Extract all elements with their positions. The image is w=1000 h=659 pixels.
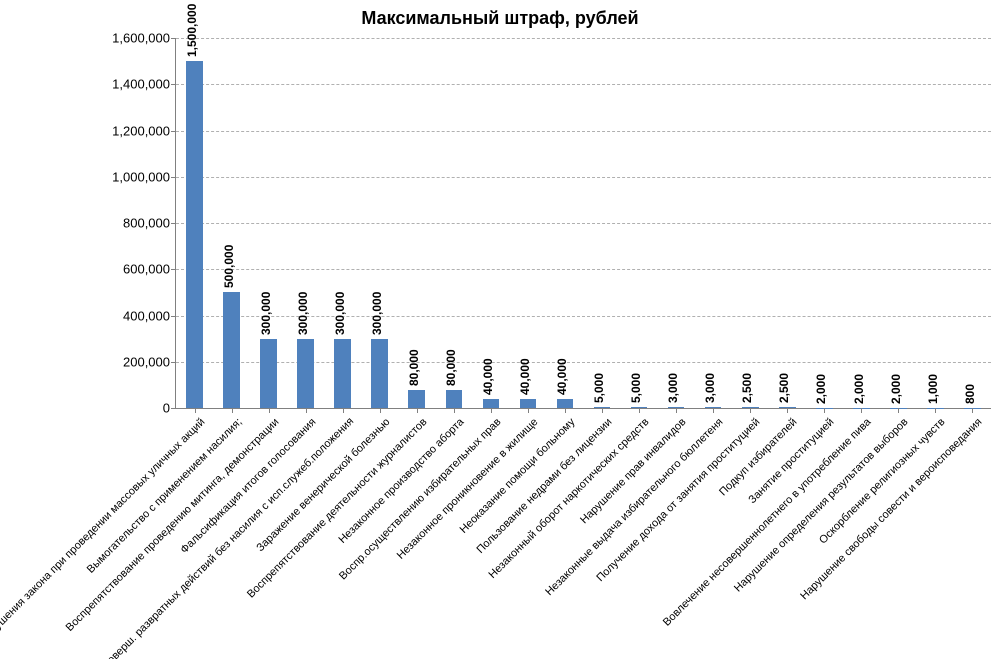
xtick-mark: [232, 408, 233, 413]
ytick-label: 800,000: [123, 216, 176, 231]
bar: [557, 399, 574, 408]
xtick-mark: [565, 408, 566, 413]
ytick-label: 200,000: [123, 354, 176, 369]
xtick-mark: [343, 408, 344, 413]
fine-bar-chart: Максимальный штраф, рублей 0200,000400,0…: [0, 0, 1000, 659]
bar-value-label: 2,500: [777, 373, 791, 403]
bar: [334, 339, 351, 408]
bar-value-label: 300,000: [259, 291, 273, 334]
bar-value-label: 800: [963, 383, 977, 403]
bar-value-label: 80,000: [444, 349, 458, 386]
bar-value-label: 2,500: [740, 373, 754, 403]
bar: [186, 61, 203, 408]
xtick-mark: [269, 408, 270, 413]
bar-value-label: 2,000: [889, 373, 903, 403]
bar: [520, 399, 537, 408]
bar-value-label: 1,500,000: [185, 4, 199, 57]
bar-value-label: 5,000: [592, 373, 606, 403]
bar-value-label: 80,000: [407, 349, 421, 386]
bar-value-label: 2,000: [814, 373, 828, 403]
ytick-label: 600,000: [123, 262, 176, 277]
xtick-mark: [972, 408, 973, 413]
bar-value-label: 300,000: [296, 291, 310, 334]
xtick-mark: [528, 408, 529, 413]
gridline: [176, 131, 991, 132]
gridline: [176, 269, 991, 270]
category-label: Вымогательство с применением насилия;: [0, 416, 244, 659]
bar: [223, 292, 240, 408]
gridline: [176, 84, 991, 85]
ytick-label: 0: [163, 401, 176, 416]
bar-value-label: 500,000: [222, 245, 236, 288]
gridline: [176, 223, 991, 224]
ytick-label: 1,000,000: [112, 169, 176, 184]
xtick-mark: [306, 408, 307, 413]
gridline: [176, 38, 991, 39]
bar-value-label: 300,000: [370, 291, 384, 334]
bar-value-label: 1,000: [926, 373, 940, 403]
xtick-mark: [935, 408, 936, 413]
bar: [408, 390, 425, 409]
xtick-mark: [491, 408, 492, 413]
xtick-mark: [750, 408, 751, 413]
xtick-mark: [602, 408, 603, 413]
bar-value-label: 5,000: [629, 373, 643, 403]
xtick-mark: [417, 408, 418, 413]
bar-value-label: 40,000: [518, 358, 532, 395]
bar-value-label: 3,000: [703, 373, 717, 403]
ytick-label: 400,000: [123, 308, 176, 323]
ytick-label: 1,600,000: [112, 31, 176, 46]
bar: [371, 339, 388, 408]
xtick-mark: [824, 408, 825, 413]
bar-value-label: 2,000: [852, 373, 866, 403]
gridline: [176, 177, 991, 178]
xtick-mark: [898, 408, 899, 413]
xtick-mark: [787, 408, 788, 413]
bar: [483, 399, 500, 408]
xtick-mark: [676, 408, 677, 413]
bar: [260, 339, 277, 408]
bar-value-label: 300,000: [333, 291, 347, 334]
bar-value-label: 3,000: [666, 373, 680, 403]
bar-value-label: 40,000: [555, 358, 569, 395]
xtick-mark: [713, 408, 714, 413]
plot-area: 0200,000400,000600,000800,0001,000,0001,…: [175, 38, 991, 409]
bar: [446, 390, 463, 409]
xtick-mark: [861, 408, 862, 413]
ytick-label: 1,400,000: [112, 77, 176, 92]
bar-value-label: 40,000: [481, 358, 495, 395]
xtick-mark: [380, 408, 381, 413]
ytick-label: 1,200,000: [112, 123, 176, 138]
xtick-mark: [454, 408, 455, 413]
xtick-mark: [195, 408, 196, 413]
chart-title: Максимальный штраф, рублей: [0, 8, 1000, 29]
bar: [297, 339, 314, 408]
xtick-mark: [639, 408, 640, 413]
